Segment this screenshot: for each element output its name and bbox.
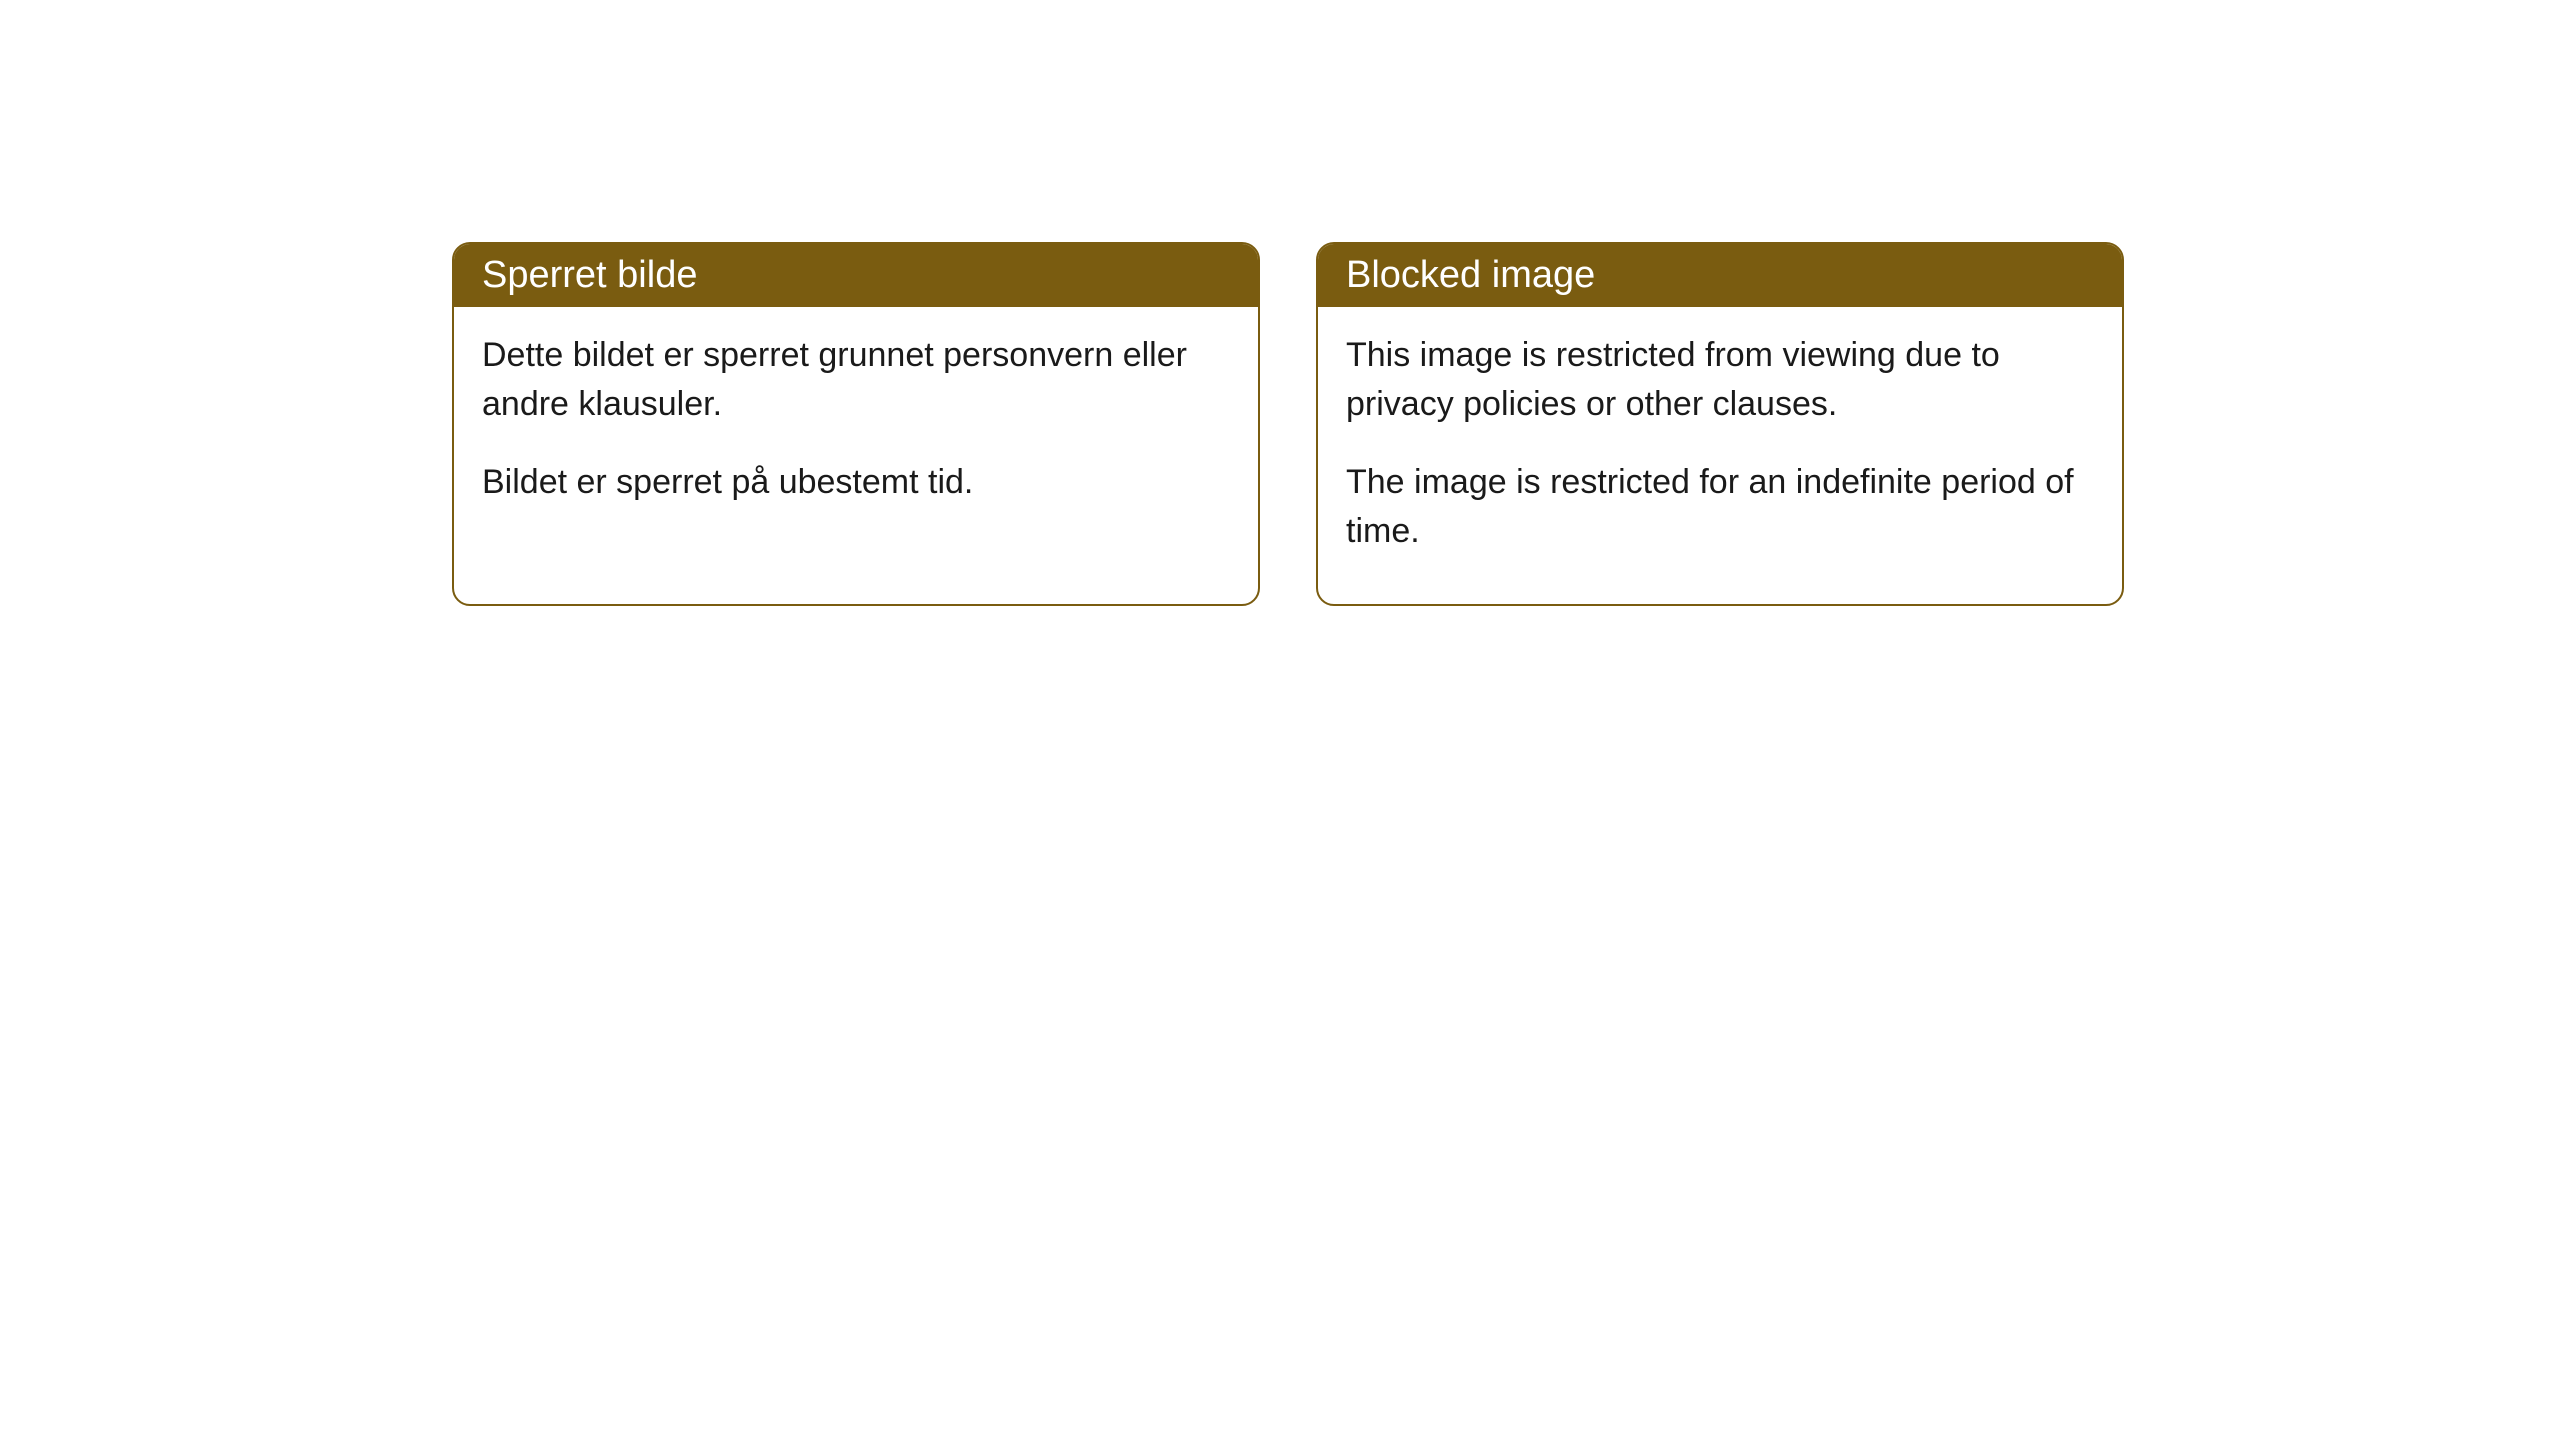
card-title-no: Sperret bilde xyxy=(482,254,697,296)
blocked-image-card-no: Sperret bilde Dette bildet er sperret gr… xyxy=(452,242,1260,606)
card-title-en: Blocked image xyxy=(1346,254,1595,296)
card-header-no: Sperret bilde xyxy=(454,244,1258,307)
card-body-en: This image is restricted from viewing du… xyxy=(1318,307,2122,604)
blocked-image-card-en: Blocked image This image is restricted f… xyxy=(1316,242,2124,606)
cards-container: Sperret bilde Dette bildet er sperret gr… xyxy=(452,242,2124,606)
card-text-no-2: Bildet er sperret på ubestemt tid. xyxy=(482,458,1230,507)
card-text-no-1: Dette bildet er sperret grunnet personve… xyxy=(482,331,1230,430)
card-text-en-2: The image is restricted for an indefinit… xyxy=(1346,458,2094,557)
card-body-no: Dette bildet er sperret grunnet personve… xyxy=(454,307,1258,555)
card-header-en: Blocked image xyxy=(1318,244,2122,307)
card-text-en-1: This image is restricted from viewing du… xyxy=(1346,331,2094,430)
